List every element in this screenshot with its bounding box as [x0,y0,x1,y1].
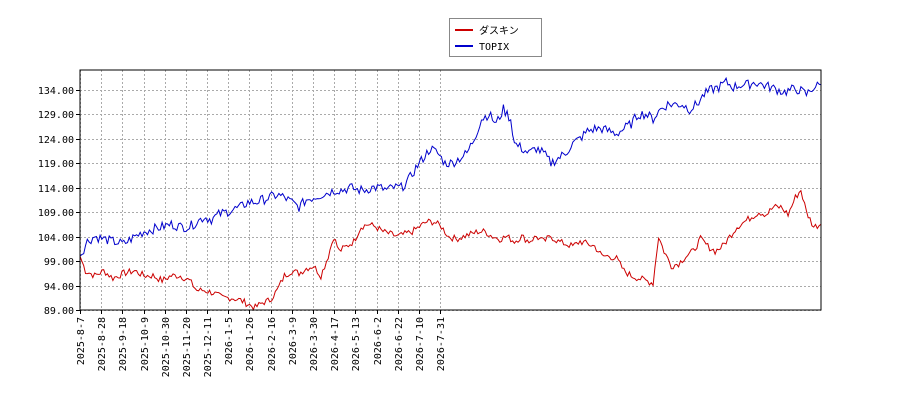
x-tick-label: 2026-1-26 [245,317,256,371]
legend-label-0: ダスキン [479,24,519,37]
x-tick-label: 2025-8-7 [76,317,87,365]
x-tick-label: 2026-3-9 [288,317,299,365]
y-tick-label: 104.00 [38,233,74,244]
x-tick-label: 2026-7-31 [436,317,447,371]
x-tick-label: 2026-2-16 [267,317,278,371]
legend-box [449,18,542,57]
x-tick-label: 2025-9-18 [118,317,129,371]
x-tick-label: 2026-5-13 [351,317,362,371]
x-tick-label: 2025-10-9 [140,317,151,371]
x-tick-label: 2025-10-30 [161,317,172,377]
x-tick-label: 2026-6-2 [373,317,384,365]
y-tick-label: 129.00 [38,110,74,121]
plot-frame [79,69,822,311]
x-tick-label: 2026-4-17 [330,317,341,371]
grid [80,70,821,311]
series-line-1 [79,76,822,257]
x-tick-label: 2026-7-10 [415,317,426,371]
x-tick-label: 2026-3-30 [309,317,320,371]
y-tick-label: 124.00 [38,135,74,146]
y-tick-label: 99.00 [44,257,74,268]
y-tick-label: 119.00 [38,159,74,170]
series-lines [79,76,822,311]
legend: ダスキン TOPIX [449,18,542,57]
legend-label-1: TOPIX [479,42,509,53]
x-tick-label: 2025-12-11 [203,317,214,377]
axes: 89.00 94.00 99.00 104.00 109.00 114.00 119.00 1… [38,86,447,377]
y-tick-label: 134.00 [38,86,74,97]
series-line-0 [79,189,822,311]
x-tick-label: 2026-1-5 [224,317,235,365]
x-tick-label: 2026-6-22 [394,317,405,371]
x-tick-label: 2025-8-28 [97,317,108,371]
y-tick-label: 89.00 [44,306,74,317]
y-tick-label: 94.00 [44,282,74,293]
y-tick-label: 109.00 [38,208,74,219]
x-tick-label: 2025-11-20 [182,317,193,377]
y-tick-label: 114.00 [38,184,74,195]
